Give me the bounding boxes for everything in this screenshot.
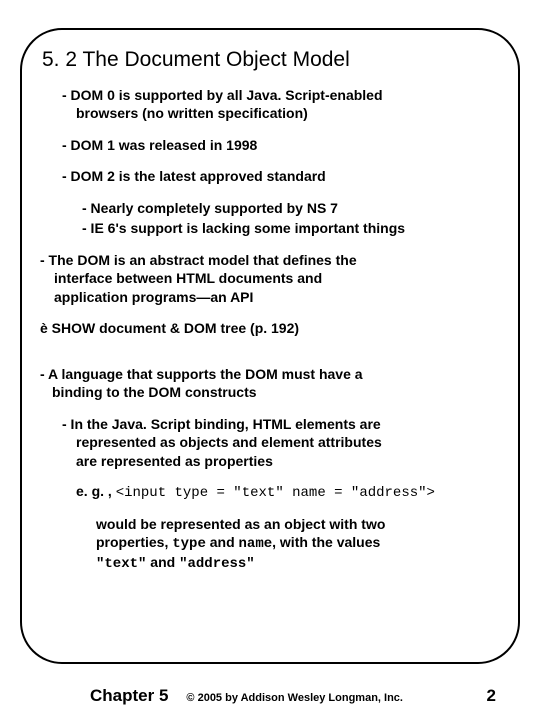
text: properties, [96,534,172,550]
bullet-show: è SHOW document & DOM tree (p. 192) [40,319,500,337]
text: represented as objects and element attri… [76,433,500,451]
footer-copyright: © 2005 by Addison Wesley Longman, Inc. [186,692,486,704]
text: would be represented as an object with t… [96,515,500,533]
slide-footer: Chapter 5 © 2005 by Addison Wesley Longm… [0,686,540,706]
bullet-binding: - A language that supports the DOM must … [40,365,500,402]
bullet-dom1: - DOM 1 was released in 1998 [62,136,500,154]
bullet-dom0: - DOM 0 is supported by all Java. Script… [62,86,500,123]
text: "text" and "address" [96,553,500,573]
slide-frame: 5. 2 The Document Object Model - DOM 0 i… [20,28,520,664]
bullet-represented: would be represented as an object with t… [96,515,500,574]
slide-title: 5. 2 The Document Object Model [42,48,500,72]
arrow-icon: è [40,320,48,336]
text: - In the Java. Script binding, HTML elem… [62,415,500,433]
text: - A language that supports the DOM must … [40,365,500,383]
text: SHOW document & DOM tree (p. 192) [48,320,299,336]
text: and [206,534,239,550]
text: - DOM 0 is supported by all Java. Script… [62,86,500,104]
text: binding to the DOM constructs [52,383,500,401]
code-address: "address" [179,556,255,572]
sub-ns7: - Nearly completely supported by NS 7 [82,199,500,217]
sub-ie6: - IE 6's support is lacking some importa… [82,219,500,237]
bullet-abstract: - The DOM is an abstract model that defi… [40,251,500,306]
spacer [40,351,500,365]
text: are represented as properties [76,452,500,470]
text: - The DOM is an abstract model that defi… [40,251,500,269]
text: browsers (no written specification) [76,104,500,122]
slide-content: - DOM 0 is supported by all Java. Script… [40,86,500,574]
code-type: type [172,536,206,552]
bullet-dom2: - DOM 2 is the latest approved standard [62,167,500,185]
text: application programs—an API [54,288,500,306]
example-line: e. g. , <input type = "text" name = "add… [76,482,500,502]
eg-label: e. g. , [76,483,116,499]
text: and [146,554,179,570]
eg-code: <input type = "text" name = "address"> [116,485,435,501]
text: , with the values [272,534,380,550]
text: interface between HTML documents and [54,269,500,287]
footer-page-number: 2 [487,686,496,706]
code-text: "text" [96,556,146,572]
bullet-js-binding: - In the Java. Script binding, HTML elem… [62,415,500,470]
footer-chapter: Chapter 5 [90,686,168,706]
text: properties, type and name, with the valu… [96,533,500,553]
code-name: name [239,536,273,552]
